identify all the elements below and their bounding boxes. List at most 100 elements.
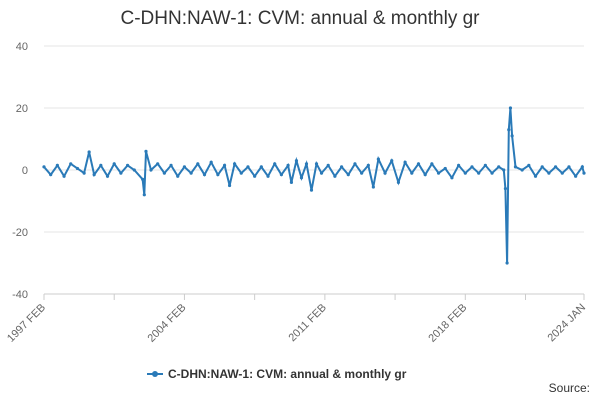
data-point [490, 171, 494, 175]
data-point [582, 171, 586, 175]
data-point [132, 168, 136, 172]
data-point [470, 165, 474, 169]
data-point [112, 162, 116, 166]
data-point [371, 185, 375, 189]
data-point [216, 173, 220, 177]
y-tick-labels: 40 20 0 -20 -40 [12, 41, 28, 301]
plot-area [42, 106, 586, 265]
data-point [339, 165, 344, 169]
data-point [527, 163, 531, 167]
data-point [477, 171, 481, 175]
data-point [189, 171, 193, 175]
legend-item[interactable]: C-DHN:NAW-1: CVM: annual & monthly gr [147, 367, 407, 381]
legend-label: C-DHN:NAW-1: CVM: annual & monthly gr [168, 367, 407, 381]
x-tick-label: 1997 FEB [5, 302, 48, 345]
data-point [92, 173, 96, 177]
data-point [443, 166, 447, 171]
data-point [580, 165, 584, 169]
data-point [75, 166, 80, 171]
y-tick-label: 0 [22, 165, 28, 177]
data-point [149, 168, 153, 172]
x-tick-label: 2004 FEB [145, 302, 188, 345]
data-point [366, 163, 370, 167]
data-point [162, 171, 166, 175]
data-point [450, 176, 454, 180]
data-point [227, 183, 232, 188]
data-point [279, 173, 283, 177]
data-point [105, 174, 110, 178]
data-point [503, 187, 508, 191]
data-point [49, 173, 53, 177]
data-point [87, 150, 91, 154]
data-point [396, 180, 401, 184]
data-point [510, 134, 514, 138]
data-point [239, 171, 243, 175]
x-tick-label: 2024 JAN [545, 302, 588, 345]
data-point [182, 165, 187, 169]
data-point [326, 163, 330, 167]
data-point [376, 157, 380, 161]
data-point [259, 165, 263, 169]
y-tick-label: -20 [12, 227, 28, 239]
x-tick-label: 2018 FEB [426, 302, 469, 345]
data-point [360, 171, 364, 175]
data-point [410, 171, 414, 175]
legend[interactable]: C-DHN:NAW-1: CVM: annual & monthly gr [147, 367, 407, 381]
data-point [314, 162, 319, 166]
data-point [560, 171, 564, 175]
data-point [520, 168, 524, 172]
data-point [299, 176, 304, 180]
data-point [463, 171, 467, 175]
data-point [497, 165, 501, 169]
data-point [266, 174, 270, 178]
data-point [82, 171, 86, 175]
data-point [286, 163, 290, 167]
data-point [289, 180, 294, 184]
data-point [69, 162, 73, 166]
data-point [507, 128, 511, 132]
data-point [141, 177, 145, 181]
data-point [423, 173, 427, 177]
y-tick-label: 20 [16, 103, 28, 115]
data-point [346, 173, 350, 177]
data-point [483, 163, 487, 167]
data-point [436, 171, 441, 175]
data-point [42, 165, 46, 169]
data-point [119, 171, 123, 175]
data-point [547, 171, 551, 175]
data-point [574, 174, 578, 178]
data-point [353, 162, 357, 166]
data-point [156, 162, 160, 166]
data-point [176, 174, 180, 178]
data-point [62, 174, 66, 178]
x-tick-labels: 1997 FEB 2004 FEB 2011 FEB 2018 FEB 2024 JAN [5, 302, 588, 345]
data-point [273, 162, 277, 166]
y-tick-label: 40 [16, 41, 28, 53]
data-point [403, 160, 407, 164]
data-point [333, 174, 337, 178]
data-point [508, 106, 513, 110]
data-point [505, 261, 509, 265]
series-line [43, 107, 585, 264]
data-point [196, 162, 200, 166]
x-tick-label: 2011 FEB [286, 302, 329, 345]
data-point [99, 163, 103, 167]
data-point [319, 171, 324, 175]
data-point [202, 173, 207, 177]
data-point [430, 162, 434, 166]
data-point [246, 165, 250, 169]
y-tick-label: -40 [12, 289, 28, 301]
data-point [144, 149, 148, 153]
data-point [502, 168, 506, 172]
data-point [209, 160, 213, 164]
source-label: Source: [548, 381, 590, 395]
data-point [125, 163, 130, 167]
data-point [294, 159, 299, 163]
data-point [567, 165, 571, 169]
data-point [513, 165, 518, 169]
data-point [142, 193, 146, 197]
data-point [222, 163, 227, 167]
data-point [55, 163, 59, 167]
data-point [253, 174, 257, 178]
